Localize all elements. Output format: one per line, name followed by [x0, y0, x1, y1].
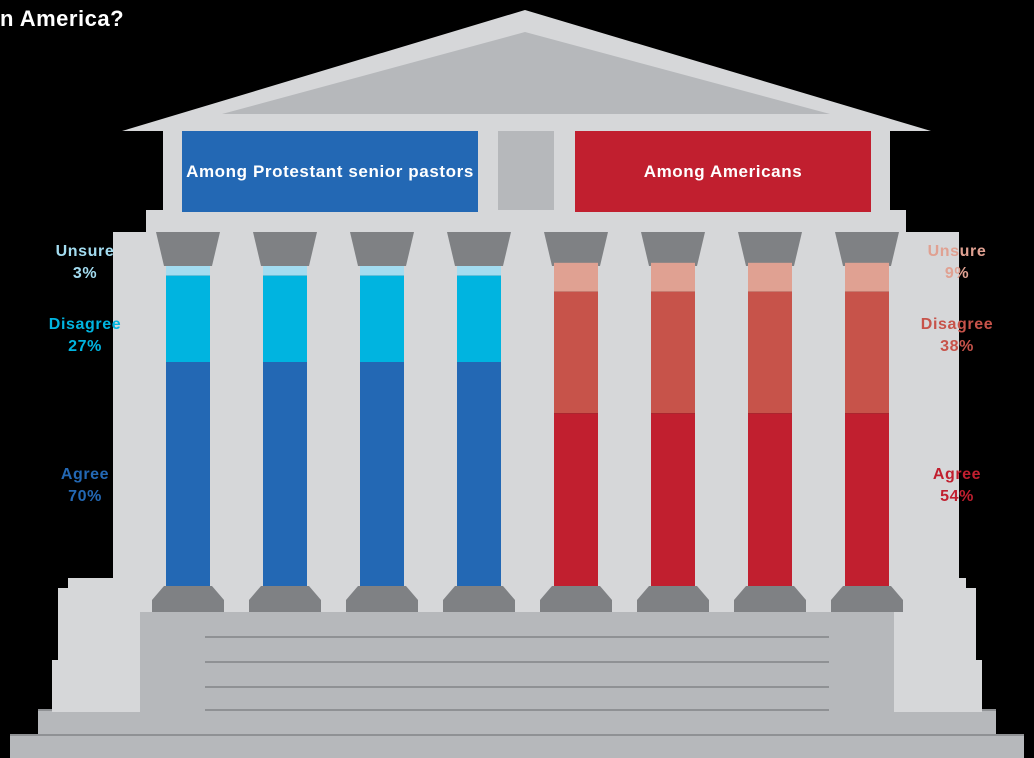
column-capital — [641, 232, 705, 266]
column-capital — [835, 232, 899, 266]
column-foot — [734, 586, 806, 612]
label-americans-disagree: Disagree 38% — [882, 314, 1032, 358]
column-capital — [350, 232, 414, 266]
label-pastors-agree: Agree 70% — [10, 464, 160, 508]
label-americans-unsure-name: Unsure — [927, 243, 987, 260]
column-foot — [637, 586, 709, 612]
step-5 — [38, 710, 996, 735]
bar-pastors-agree-segment — [263, 362, 307, 586]
column-capital — [738, 232, 802, 266]
step-6 — [10, 735, 1024, 758]
entablature-center-panel — [498, 131, 554, 213]
column-capital — [253, 232, 317, 266]
bar-pastors-unsure-segment — [166, 266, 210, 276]
bar-americans-disagree-segment — [651, 291, 695, 414]
bar-pastors-agree-segment — [457, 362, 501, 586]
bar-pastors-agree-segment — [166, 362, 210, 586]
bar-americans-disagree-segment — [845, 291, 889, 414]
bar-americans-unsure-segment — [554, 262, 598, 292]
chart-title: n America? — [0, 6, 125, 31]
column-foot — [831, 586, 903, 612]
bar-pastors-unsure-segment — [263, 266, 307, 276]
bar-americans-disagree-segment — [554, 291, 598, 414]
banner-pastors: Among Protestant senior pastors — [182, 131, 478, 212]
column-shaft-gap — [307, 232, 360, 612]
bar-americans-agree-segment — [554, 413, 598, 586]
bar-americans-disagree-segment — [748, 291, 792, 414]
column-shaft-gap — [210, 232, 263, 612]
bar-americans-agree-segment — [748, 413, 792, 586]
cornice — [146, 210, 906, 232]
bar-americans-agree-segment — [651, 413, 695, 586]
bar-americans-unsure-segment — [845, 262, 889, 292]
label-pastors-disagree-value: 27% — [68, 338, 102, 355]
step-3 — [140, 662, 900, 687]
label-pastors-agree-name: Agree — [60, 466, 110, 483]
step-2 — [165, 637, 875, 662]
label-americans-unsure: Unsure 9% — [882, 241, 1032, 285]
column-foot — [152, 586, 224, 612]
column-capital — [447, 232, 511, 266]
column-shaft-gap — [598, 232, 651, 612]
column-shaft-gap — [889, 232, 959, 612]
roof-pediment-inner — [222, 32, 830, 114]
column-shaft-gap — [113, 232, 166, 612]
column-foot — [443, 586, 515, 612]
banner-americans: Among Americans — [575, 131, 871, 212]
column-shaft-gap — [501, 232, 554, 612]
label-pastors-unsure-name: Unsure — [55, 243, 115, 260]
column-shaft-gap — [792, 232, 845, 612]
bar-americans-unsure-segment — [651, 262, 695, 292]
column-capital — [544, 232, 608, 266]
bar-pastors-unsure-segment — [360, 266, 404, 276]
label-pastors-unsure: Unsure 3% — [10, 241, 160, 285]
column-shaft-gap — [695, 232, 748, 612]
label-americans-unsure-value: 9% — [944, 265, 970, 282]
label-pastors-agree-value: 70% — [68, 488, 102, 505]
label-pastors-unsure-value: 3% — [72, 265, 98, 282]
label-americans-disagree-name: Disagree — [920, 316, 994, 333]
bar-pastors-disagree-segment — [166, 275, 210, 362]
column-foot — [249, 586, 321, 612]
label-americans-disagree-value: 38% — [940, 338, 974, 355]
bar-pastors-disagree-segment — [360, 275, 404, 362]
bar-pastors-disagree-segment — [457, 275, 501, 362]
label-americans-agree-value: 54% — [940, 488, 974, 505]
bar-americans-unsure-segment — [748, 262, 792, 292]
step-4 — [110, 687, 930, 710]
step-1 — [190, 612, 850, 637]
column-foot — [540, 586, 612, 612]
bar-americans-agree-segment — [845, 413, 889, 586]
column-foot — [346, 586, 418, 612]
label-americans-agree-name: Agree — [932, 466, 982, 483]
label-pastors-disagree-name: Disagree — [48, 316, 122, 333]
column-shaft-gap — [404, 232, 457, 612]
bar-pastors-disagree-segment — [263, 275, 307, 362]
bar-pastors-agree-segment — [360, 362, 404, 586]
column-capital — [156, 232, 220, 266]
label-americans-agree: Agree 54% — [882, 464, 1032, 508]
bar-pastors-unsure-segment — [457, 266, 501, 276]
label-pastors-disagree: Disagree 27% — [10, 314, 160, 358]
